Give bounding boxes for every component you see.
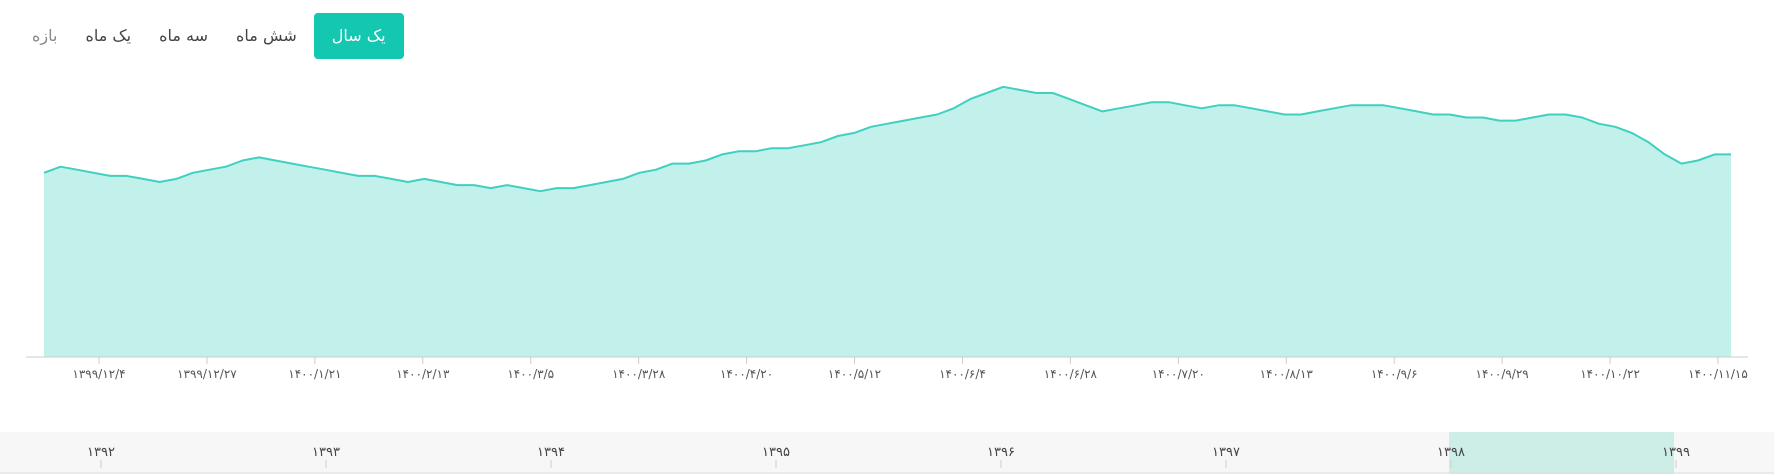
x-tick-label: ۱۴۰۰/۸/۱۳ xyxy=(1260,367,1314,381)
x-tick-label: ۱۴۰۰/۳/۲۸ xyxy=(612,367,666,381)
navigator-year-label: ۱۳۹۷ xyxy=(1212,445,1240,460)
tab-one-month[interactable]: یک ماه xyxy=(85,26,132,45)
navigator-year-label: ۱۳۹۶ xyxy=(987,445,1015,460)
x-tick-label: ۱۴۰۰/۱۰/۲۲ xyxy=(1580,367,1640,381)
x-tick-label: ۱۴۰۰/۳/۵ xyxy=(507,367,554,381)
series-line xyxy=(43,85,1731,193)
tab-six-months[interactable]: شش ماه xyxy=(236,26,297,45)
navigator-year-label: ۱۳۹۴ xyxy=(537,445,565,460)
tab-range[interactable]: بازه xyxy=(32,26,58,45)
x-tick-label: ۱۴۰۰/۹/۶ xyxy=(1371,367,1418,381)
navigator-year-label: ۱۳۹۸ xyxy=(1437,445,1465,460)
x-tick-label: ۱۳۹۹/۱۲/۴ xyxy=(72,367,125,381)
x-tick-label: ۱۴۰۰/۴/۲۰ xyxy=(720,367,773,381)
navigator-year-label: ۱۳۹۵ xyxy=(762,445,790,460)
tab-one-year[interactable]: یک سال xyxy=(313,13,404,59)
x-tick-label: ۱۴۰۰/۶/۲۸ xyxy=(1044,367,1098,381)
x-tick-label: ۱۴۰۰/۱/۲۱ xyxy=(288,367,341,381)
navigator-year-label: ۱۳۹۹ xyxy=(1662,445,1690,460)
x-tick-label: ۱۴۰۰/۶/۴ xyxy=(939,367,986,381)
navigator-year-label: ۱۳۹۲ xyxy=(87,445,115,460)
tab-three-months[interactable]: سه ماه xyxy=(159,26,209,45)
navigator-range xyxy=(1449,432,1674,474)
x-tick-label: ۱۴۰۰/۱۱/۱۵ xyxy=(1688,367,1748,381)
period-tabs: بازه یک ماه سه ماه شش ماه یک سال xyxy=(18,13,404,59)
x-tick-label: ۱۳۹۹/۱۲/۲۷ xyxy=(177,367,237,381)
x-tick-label: ۱۴۰۰/۲/۱۳ xyxy=(396,367,450,381)
x-tick-label: ۱۴۰۰/۵/۱۲ xyxy=(828,367,881,381)
x-tick-label: ۱۴۰۰/۷/۲۰ xyxy=(1152,367,1205,381)
navigator-year-label: ۱۳۹۳ xyxy=(312,445,340,460)
series-area xyxy=(44,86,1731,358)
x-tick-label: ۱۴۰۰/۹/۲۹ xyxy=(1476,367,1529,381)
